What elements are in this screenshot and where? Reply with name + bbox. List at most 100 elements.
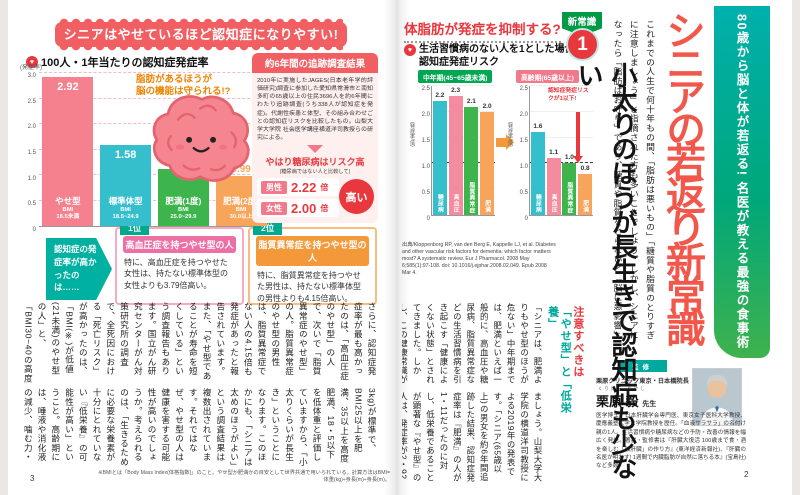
rank1-box: 1位 高血圧症を持つやせ型の人 特に、高血圧症を持つやせた女性は、持たない標準体…	[115, 221, 244, 305]
bar-category-label: 肥満	[483, 200, 490, 213]
bar-category-label: 脂質異常症	[467, 181, 474, 214]
gridline	[432, 110, 495, 112]
rank1-body: 特に、高血圧症を持つやせた女性は、持たない標準体型の女性よりも3.79倍高い。	[124, 258, 228, 290]
high-badge: 高い	[339, 179, 374, 215]
y-tick: 0.5	[519, 190, 528, 196]
bar-slot: 1.6 糖尿病	[530, 86, 546, 215]
bar-糖尿病: 2.2 糖尿病	[432, 92, 447, 215]
right-body-row2: ましょう。山梨大学大学院の横道洋司教授による2019年の発表です。「シニア(65…	[402, 392, 543, 482]
middle-age-risk-chart: (発症率/倍) 0 0.5 1.0 1.5 2.0 2.5 2.2 糖尿病 2.3 高血圧 2.1…	[409, 85, 496, 222]
transition-arrow-icon	[496, 134, 514, 150]
bar-slot: 1.1 高血圧	[546, 86, 562, 215]
brain-illustration	[152, 95, 250, 182]
left-body-row1: さらに、認知症発症率が最も高かったのは、「高血圧症のやせ型」の人で、次いで「脂質…	[24, 302, 377, 384]
y-axis-label: (発症率)	[20, 65, 42, 71]
bar-category-label: やせ型 BMI 18.5未満	[55, 195, 81, 220]
diabetes-risk-title: やはり糖尿病はリスク高	[265, 157, 365, 168]
bar-高血圧: 2.3 高血圧	[448, 87, 463, 215]
bar-value: 2.3	[451, 87, 461, 95]
bar-category-label: 脂質異常症	[565, 181, 572, 214]
y-tick: 0	[426, 216, 430, 222]
y-tick: 1.0	[421, 164, 430, 170]
section-heading: 体脂肪が発症を抑制する?	[404, 18, 561, 43]
kicker-text: 80歳から脳と体が若返る! 名医が教える最強の食事術	[734, 14, 749, 350]
y-tick: 2.5	[27, 98, 36, 105]
y-axis: 0 0.5 1.0 1.5 2.0 2.5	[416, 86, 432, 222]
right-body-row1: 「シニアは、肥満よりもやせ型のほうが危ない」中年期までは、肥満といえば一般的に、…	[402, 303, 543, 384]
bar-やせ型: 2.92 やせ型 BMI 18.5未満	[42, 77, 94, 226]
bar-脂質異常症: 2.1 脂質異常症	[464, 98, 479, 215]
male-tag: 男性	[261, 180, 287, 194]
male-risk-unit: 倍	[320, 182, 329, 192]
baseline-1x	[530, 162, 593, 164]
y-tick: 1.0	[27, 175, 36, 182]
bar-slot: 2.92 やせ型 BMI 18.5未満	[39, 73, 97, 226]
bar-高血圧: 1.1 高血圧	[546, 149, 561, 215]
bar-value: 2.92	[57, 81, 79, 94]
left-banner: シニアはやせているほど認知症になりやすい!	[55, 18, 347, 51]
doctor-photo	[692, 368, 742, 426]
risk-row-female: 女性 2.00 倍	[257, 199, 339, 218]
supervisor-label: 監修	[618, 360, 667, 372]
gridline	[432, 136, 495, 138]
y-tick: 2.0	[421, 112, 430, 118]
survey-result-box: 約6年間の追跡調査結果 2010年に実施したJAGES(日本老年学的評価研究)調…	[252, 53, 378, 224]
bar-category-label: 糖尿病	[436, 194, 443, 213]
right-page: 体脂肪が発症を抑制する? ♥ 生活習慣病のない人を1とした場合の 認知症発症リス…	[396, 0, 792, 495]
series-bullet-icon: ♥	[26, 56, 38, 68]
page-number-2: 2	[744, 470, 749, 479]
doctor-profile: 医学博士。日本肝臓学会専門医、東京女子医科大学教授、慶應義塾大学大学院教授を歴任…	[596, 413, 746, 470]
bar-value: 1.6	[533, 123, 543, 131]
gridline	[530, 188, 593, 190]
y-tick: 0.5	[27, 201, 36, 208]
caution-subhead-red: 注意すべきは	[571, 306, 584, 378]
female-risk-unit: 倍	[320, 203, 329, 213]
gridline	[432, 85, 495, 86]
senior-tag: 高齢期(65歳以上)	[516, 70, 579, 83]
gridline	[39, 97, 270, 99]
diabetes-risk-note: (糖尿病ではない人と比較して)	[279, 169, 351, 176]
y-axis: 0 0.5 1.0 1.5 2.0 2.5 3.0	[22, 73, 38, 233]
series-bullet-icon: ♥	[404, 44, 416, 56]
y-tick: 1.5	[519, 138, 528, 144]
doctor-name: 栗原 毅 先生	[596, 394, 657, 409]
y-tick: 1.0	[519, 164, 528, 170]
doctor-furigana: くりはら たけし	[598, 386, 647, 391]
bar-category-label: 高血圧	[452, 194, 459, 213]
bar-value: 0.8	[580, 164, 590, 172]
bar-slot: 2.0 肥満	[479, 86, 495, 215]
bar-value: 2.1	[466, 97, 476, 105]
page-number-3: 3	[30, 474, 35, 483]
down-arrow-icon	[573, 112, 582, 163]
y-tick: 2.0	[27, 124, 36, 131]
survey-box-body: 2010年に実施したJAGES(日本老年学的評価研究)調査に参加した愛知県常滑市…	[257, 78, 373, 141]
female-risk-value: 2.00	[291, 200, 317, 216]
bar-slot: 1.58 標準体型 BMI 18.5~24.9	[97, 73, 155, 226]
rank2-box: 2位 脂質異常症を持つやせ型の人 特に、脂質異常症を持つやせた男性は、持たない標…	[248, 221, 377, 305]
y-axis: 0 0.5 1.0 1.5 2.0 2.5	[514, 86, 530, 222]
gridline	[530, 85, 593, 86]
y-tick: 3.0	[27, 73, 36, 79]
clinic-name: 栗原クリニック東京・日本橋院長	[596, 378, 689, 385]
article-headline: 小太りのほうが長生きで認知症も少ない	[574, 62, 638, 479]
bar-value: 2.0	[482, 102, 492, 110]
bar-category-label: 肥満(2度) BMI 30.0以上	[223, 195, 260, 220]
caution-subhead: 注意すべきは 「やせ型」と「低栄養」	[546, 306, 584, 430]
risk-below-one-annotation: 認知症発症リスクが1以下!	[548, 88, 589, 102]
male-risk-value: 2.22	[291, 179, 317, 195]
gridline	[432, 188, 495, 190]
rank2-body: 特に、脂質異常症を持つやせた男性は、持たない標準体型の男性よりも4.15倍高い。	[257, 271, 361, 303]
charts-caption: ♥ 生活習慣病のない人を1とした場合の 認知症発症リスク	[404, 44, 585, 69]
y-axis-label: (発症率/倍)	[507, 122, 513, 147]
gridline	[530, 136, 593, 138]
bar-slot: 1.0 脂質異常症	[562, 86, 578, 215]
bar-脂質異常症: 1.0 脂質異常症	[562, 154, 577, 215]
rank2-title: 脂質異常症を持つやせ型の人	[256, 236, 369, 266]
survey-box-title: 約6年間の追跡調査結果	[252, 53, 378, 73]
gridline	[530, 110, 593, 112]
female-tag: 女性	[261, 201, 287, 215]
baseline-1x	[432, 162, 495, 164]
y-tick: 0	[32, 227, 36, 233]
caution-subhead-teal: 「やせ型」と「低栄養」	[546, 306, 572, 414]
down-triangle-icon	[307, 145, 323, 154]
